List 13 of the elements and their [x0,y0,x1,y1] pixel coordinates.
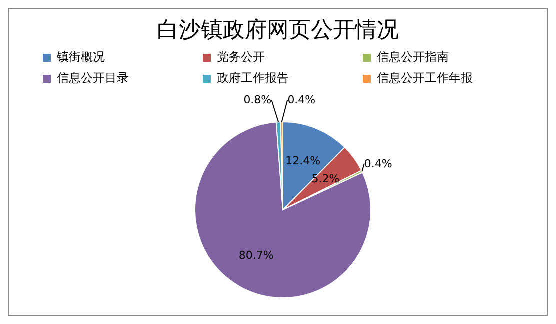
legend-label: 党务公开 [217,49,265,66]
data-label: 12.4% [286,154,321,168]
chart-title: 白沙镇政府网页公开情况 [156,17,400,45]
legend-label: 镇街概况 [57,49,105,66]
data-label: 80.7% [238,249,274,262]
legend-label: 信息公开目录 [57,70,129,87]
data-label: 0.4% [288,94,316,107]
data-label: 0.8% [244,94,272,107]
legend-label: 信息公开指南 [377,49,449,66]
data-label: 5.2% [312,172,340,186]
legend-label: 政府工作报告 [217,70,289,87]
data-label: 0.4% [364,157,392,170]
legend-label: 信息公开工作年报 [377,70,473,87]
